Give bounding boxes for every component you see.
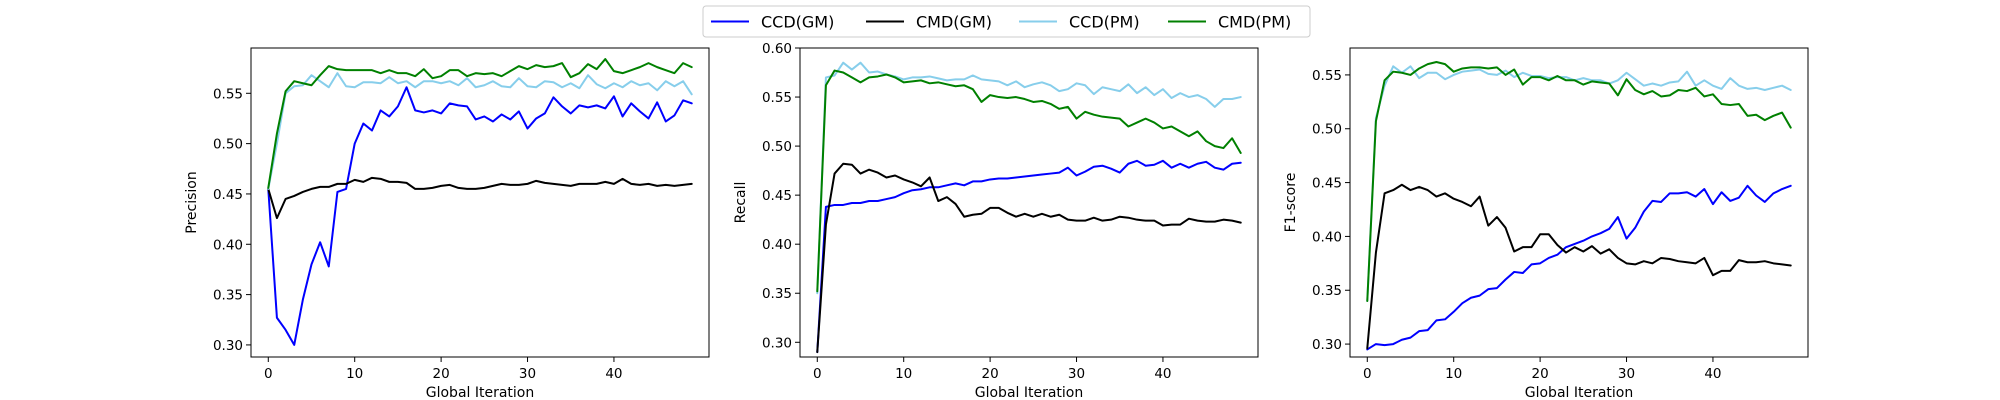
x-tick-label: 0: [264, 366, 273, 382]
series-line-cmd-pm-: [267, 58, 693, 189]
y-axis-label: F1-score: [1283, 173, 1299, 233]
plot-frame: [250, 47, 710, 358]
x-tick-label: 10: [895, 366, 912, 382]
x-tick-label: 40: [1704, 366, 1721, 382]
y-tick-label: 0.50: [762, 139, 792, 155]
x-tick-label: 0: [1363, 366, 1372, 382]
legend-label: CCD(PM): [1069, 13, 1140, 32]
series-line-ccd-gm-: [267, 86, 693, 346]
series-line-cmd-gm-: [267, 176, 693, 220]
series-line-cmd-gm-: [1366, 183, 1792, 350]
x-tick-label: 20: [1532, 366, 1549, 382]
series-line-ccd-pm-: [267, 72, 693, 190]
y-tick-label: 0.55: [1312, 68, 1342, 84]
legend-entry: CCD(PM): [1019, 13, 1140, 32]
series-lines: [267, 58, 693, 346]
plot-frame: [1349, 47, 1809, 358]
chart-panel-f1-score: 0 10 20 30 40 0.30 0.35 0.40 0.45 0.50 0.55 Global …: [1283, 47, 1809, 400]
y-tick-label: 0.50: [1312, 122, 1342, 138]
y-tick-label: 0.45: [762, 188, 792, 204]
chart-panel-precision: 0 10 20 30 40 0.30 0.35 0.40 0.45 0.50 0.55 Global …: [184, 47, 710, 400]
x-tick-label: 40: [605, 366, 622, 382]
plot-frame: [799, 47, 1259, 358]
series-line-cmd-pm-: [1366, 61, 1792, 303]
y-tick-label: 0.30: [213, 338, 243, 354]
series-line-ccd-pm-: [1366, 65, 1792, 303]
series-line-ccd-gm-: [1366, 184, 1792, 351]
y-tick-label: 0.30: [762, 335, 792, 351]
x-tick-label: 30: [519, 366, 536, 382]
series-line-cmd-gm-: [816, 162, 1242, 354]
x-tick-label: 10: [346, 366, 363, 382]
y-tick-label: 0.45: [213, 187, 243, 203]
y-tick-label: 0.50: [213, 137, 243, 153]
y-tick-label: 0.40: [1312, 229, 1342, 245]
series-line-cmd-pm-: [816, 69, 1242, 293]
legend-entry: CCD(GM): [711, 13, 834, 32]
legend-label: CMD(PM): [1218, 13, 1291, 32]
y-tick-label: 0.35: [1312, 283, 1342, 299]
chart-panels: 0 10 20 30 40 0.30 0.35 0.40 0.45 0.50 0.55 Global …: [184, 41, 1809, 400]
legend-entry: CMD(PM): [1168, 13, 1291, 32]
legend-label: CCD(GM): [761, 13, 834, 32]
legend: CCD(GM) CMD(GM) CCD(PM) CMD(PM): [702, 5, 1311, 38]
x-tick-label: 20: [433, 366, 450, 382]
x-axis-label: Global Iteration: [975, 385, 1084, 400]
y-tick-label: 0.40: [213, 237, 243, 253]
x-axis-label: Global Iteration: [426, 385, 535, 400]
legend-box: [702, 5, 1311, 38]
x-tick-label: 30: [1618, 366, 1635, 382]
y-tick-label: 0.35: [762, 286, 792, 302]
y-tick-label: 0.35: [213, 288, 243, 304]
y-axis-label: Recall: [733, 182, 749, 224]
x-tick-label: 30: [1068, 366, 1085, 382]
x-tick-label: 40: [1154, 366, 1171, 382]
x-tick-label: 0: [813, 366, 822, 382]
y-tick-label: 0.55: [762, 90, 792, 106]
x-tick-label: 10: [1445, 366, 1462, 382]
legend-label: CMD(GM): [916, 13, 992, 32]
legend-entry: CMD(GM): [866, 13, 992, 32]
y-tick-label: 0.45: [1312, 176, 1342, 192]
y-tick-label: 0.60: [762, 41, 792, 57]
chart-panel-recall: 0 10 20 30 40 0.30 0.35 0.40 0.45 0.50 0.55 0.60 Glo…: [733, 41, 1259, 400]
x-tick-label: 20: [982, 366, 999, 382]
series-line-ccd-pm-: [816, 61, 1242, 295]
y-tick-label: 0.30: [1312, 337, 1342, 353]
y-tick-label: 0.40: [762, 237, 792, 253]
y-tick-label: 0.55: [213, 86, 243, 102]
y-axis-label: Precision: [184, 171, 200, 233]
series-lines: [1366, 61, 1792, 351]
x-axis-label: Global Iteration: [1525, 385, 1634, 400]
series-line-ccd-gm-: [816, 159, 1242, 354]
series-lines: [816, 61, 1242, 354]
